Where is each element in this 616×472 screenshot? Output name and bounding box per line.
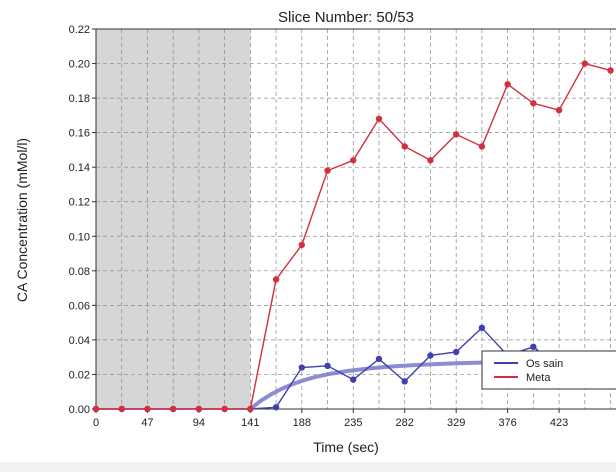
y-tick-label: 0.00 bbox=[69, 404, 90, 416]
chart: Slice Number: 50/53 CA Concentration (mM… bbox=[14, 9, 616, 455]
data-point bbox=[530, 343, 537, 351]
bottom-band bbox=[0, 462, 616, 472]
data-point bbox=[555, 106, 563, 114]
data-point bbox=[452, 348, 460, 356]
y-tick-label: 0.14 bbox=[69, 162, 90, 174]
data-point bbox=[298, 241, 306, 249]
data-point bbox=[92, 405, 100, 413]
x-tick-label: 282 bbox=[396, 417, 414, 429]
x-tick-label: 0 bbox=[93, 417, 99, 429]
y-tick-label: 0.06 bbox=[69, 300, 90, 312]
data-point bbox=[324, 362, 331, 370]
y-tick-label: 0.22 bbox=[69, 24, 90, 36]
data-point bbox=[195, 405, 203, 413]
data-point bbox=[272, 404, 280, 411]
y-tick-label: 0.20 bbox=[69, 59, 90, 71]
data-point bbox=[452, 131, 460, 138]
x-tick-label: 47 bbox=[141, 417, 153, 429]
x-tick-label: 423 bbox=[550, 417, 568, 429]
x-tick-label: 141 bbox=[241, 417, 259, 429]
y-tick-label: 0.10 bbox=[69, 231, 90, 243]
data-point bbox=[530, 100, 537, 107]
y-axis-label: CA Concentration (mMol/l) bbox=[14, 138, 30, 302]
y-tick-label: 0.04 bbox=[69, 335, 90, 347]
data-point bbox=[401, 143, 408, 150]
data-point bbox=[427, 352, 434, 359]
data-point bbox=[607, 67, 614, 74]
y-tick-label: 0.18 bbox=[69, 93, 90, 105]
data-point bbox=[375, 355, 383, 363]
x-tick-label: 376 bbox=[498, 417, 516, 429]
data-point bbox=[169, 405, 177, 413]
data-point bbox=[272, 276, 280, 283]
data-point bbox=[581, 60, 588, 67]
data-point bbox=[478, 324, 486, 332]
data-point bbox=[427, 157, 434, 164]
data-point bbox=[401, 378, 408, 385]
x-axis-label: Time (sec) bbox=[313, 439, 379, 455]
y-tick-label: 0.02 bbox=[69, 369, 90, 381]
data-point bbox=[375, 115, 383, 123]
y-tick-label: 0.12 bbox=[69, 197, 90, 209]
grid bbox=[96, 28, 616, 409]
legend-label: Meta bbox=[526, 372, 551, 384]
x-tick-label: 329 bbox=[447, 417, 465, 429]
data-point bbox=[118, 405, 125, 413]
x-tick-label: 235 bbox=[344, 417, 362, 429]
data-point bbox=[504, 81, 511, 88]
x-tick-label: 188 bbox=[293, 417, 311, 429]
chart-title: Slice Number: 50/53 bbox=[278, 9, 414, 26]
x-tick-label: 94 bbox=[193, 417, 205, 429]
data-point bbox=[144, 405, 151, 413]
legend: Os sain Meta bbox=[481, 350, 616, 390]
data-point bbox=[298, 364, 306, 371]
legend-box bbox=[481, 350, 616, 390]
y-tick-label: 0.08 bbox=[69, 266, 90, 278]
plot-area: 0.00 0.02 0.04 0.06 0.08 0.10 0.12 0.14 0.16 0.18… bbox=[69, 24, 616, 429]
data-point bbox=[478, 143, 486, 150]
data-point bbox=[350, 376, 357, 383]
data-point bbox=[350, 157, 357, 164]
legend-label: Os sain bbox=[526, 358, 563, 370]
y-tick-label: 0.16 bbox=[69, 128, 90, 140]
data-point bbox=[247, 405, 254, 413]
data-point bbox=[324, 167, 331, 174]
data-point bbox=[221, 405, 228, 413]
